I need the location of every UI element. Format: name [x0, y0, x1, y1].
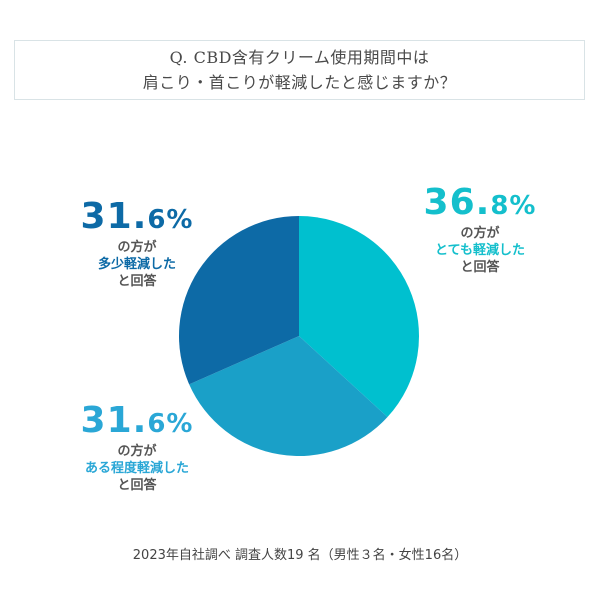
pie-slice-very-reduced — [299, 216, 420, 418]
label-line-1: の方が — [117, 240, 157, 255]
percent-very-reduced: 36.8% — [395, 184, 565, 225]
label-line-2: とても軽減した — [435, 243, 525, 258]
pie-slice-slightly-reduced — [179, 216, 299, 385]
label-somewhat-reduced: 31.6% の方が ある程度軽減した と回答 — [62, 402, 212, 494]
label-slightly-reduced: 31.6% の方が 多少軽減した と回答 — [62, 198, 212, 290]
percent-int: 31. — [80, 196, 148, 237]
label-line-3: と回答 — [117, 478, 157, 493]
percent-dec: 6% — [147, 205, 194, 235]
label-line-1: の方が — [117, 444, 157, 459]
percent-dec: 8% — [490, 191, 537, 221]
survey-footnote: 2023年自社調べ 調査人数19 名（男性３名・女性16名） — [132, 548, 468, 563]
pie-slice-somewhat-reduced — [189, 336, 388, 457]
percent-somewhat-reduced: 31.6% — [62, 402, 212, 443]
question-box: Q. CBD含有クリーム使用期間中は 肩こり・首こりが軽減したと感じますか？ — [14, 40, 585, 100]
question-line-1: Q. CBD含有クリーム使用期間中は — [169, 48, 430, 67]
label-line-3: と回答 — [460, 260, 500, 275]
percent-int: 31. — [80, 400, 148, 441]
label-line-2: 多少軽減した — [97, 257, 176, 272]
percent-dec: 6% — [147, 409, 194, 439]
label-line-2: ある程度軽減した — [84, 461, 189, 476]
question-line-2: 肩こり・首こりが軽減したと感じますか？ — [142, 73, 457, 92]
percent-int: 36. — [423, 182, 491, 223]
label-line-1: の方が — [460, 226, 500, 241]
percent-slightly-reduced: 31.6% — [62, 198, 212, 239]
label-very-reduced: 36.8% の方が とても軽減した と回答 — [395, 184, 565, 276]
label-line-3: と回答 — [117, 274, 157, 289]
